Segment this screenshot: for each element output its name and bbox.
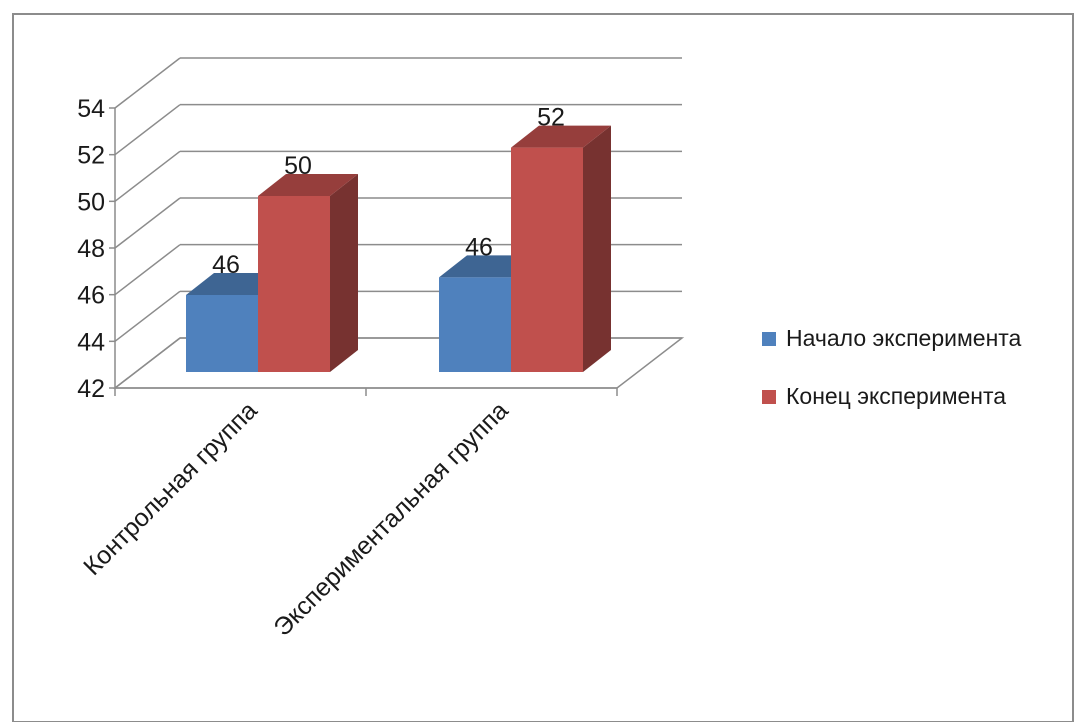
bar: 52 [511,104,611,372]
gridline-side [114,197,181,249]
bar-data-label: 46 [465,233,493,261]
gridline-side [114,57,181,109]
bar-data-label: 52 [537,104,565,132]
bar-front-face [258,196,330,372]
bar-front-face [439,277,511,372]
bars-layer: 46 50 46 52 [186,104,611,372]
gridline-side [114,337,181,389]
bar-front-face [186,295,258,372]
bar-front-face [511,147,583,372]
y-axis: 42 44 46 48 50 52 54 [77,95,116,403]
legend-swatch [762,332,776,346]
gridline-side [114,290,181,342]
legend-label: Конец эксперимента [786,383,1006,409]
legend-swatch [762,390,776,404]
bar-top-face [258,174,358,196]
bar-data-label: 46 [212,251,240,279]
gridline-side [114,104,181,156]
y-tick-label: 46 [77,282,105,310]
legend-label: Начало эксперимента [786,325,1022,351]
legend: Начало эксперимента Конец эксперимента [762,325,1022,409]
gridline-side [114,244,181,296]
y-tick-label: 48 [77,235,105,263]
bar-top-face [511,125,611,148]
bar-side-face [583,125,611,372]
gridline-side [114,150,181,202]
y-tick-label: 54 [77,95,105,123]
bar: 50 [258,152,358,372]
bar-data-label: 50 [284,152,312,180]
y-tick-label: 50 [77,188,105,216]
y-tick-label: 44 [77,328,105,356]
y-tick-label: 52 [77,142,105,170]
y-tick-label: 42 [77,375,105,403]
bar-side-face [330,174,358,372]
